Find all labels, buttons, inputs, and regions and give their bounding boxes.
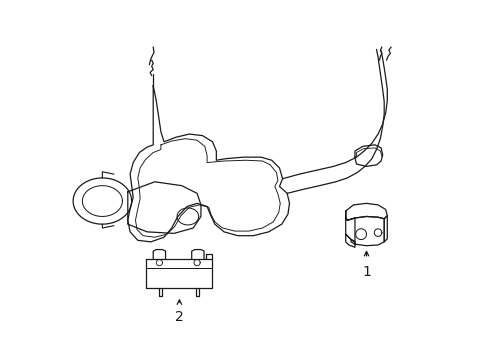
Text: 1: 1 [361, 265, 370, 279]
Text: 2: 2 [175, 310, 183, 324]
